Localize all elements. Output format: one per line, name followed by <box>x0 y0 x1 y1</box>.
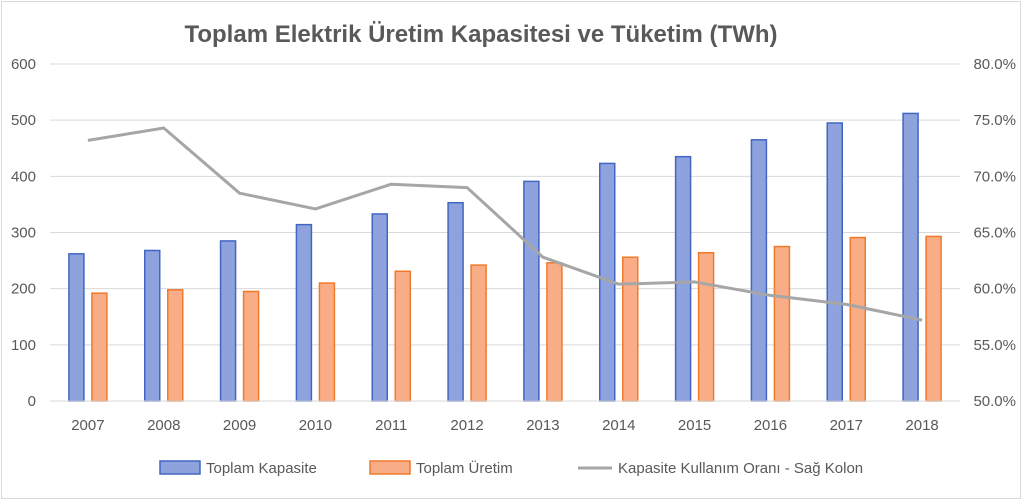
y-right-tick-label: 75.0% <box>973 112 1016 129</box>
x-tick-label: 2014 <box>602 417 635 434</box>
x-tick-label: 2011 <box>375 417 407 434</box>
y-left-tick-label: 400 <box>11 168 36 185</box>
y-right-tick-label: 70.0% <box>973 168 1016 185</box>
legend-label: Kapasite Kullanım Oranı - Sağ Kolon <box>618 460 863 477</box>
bar-toplam-kapasite <box>826 122 843 402</box>
bar-toplam-uretim <box>91 292 108 402</box>
bars <box>68 112 942 402</box>
bar-toplam-kapasite <box>144 249 161 402</box>
legend: Toplam Kapasite Toplam Üretim Kapasite Kul… <box>159 459 863 477</box>
gridlines <box>50 63 960 346</box>
bar-toplam-uretim <box>318 282 336 402</box>
y-left-tick-label: 300 <box>11 225 36 242</box>
chart-title: Toplam Elektrik Üretim Kapasitesi ve Tük… <box>184 21 777 48</box>
x-tick-label: 2017 <box>830 417 863 434</box>
bar-toplam-kapasite <box>523 180 540 402</box>
x-tick-label: 2010 <box>299 417 332 434</box>
bar-toplam-uretim <box>622 256 639 402</box>
y-left-tick-label: 100 <box>11 337 36 354</box>
legend-swatch <box>369 460 411 475</box>
x-tick-label: 2009 <box>223 417 256 434</box>
bar-toplam-kapasite <box>750 139 768 402</box>
bar-toplam-kapasite <box>674 155 692 402</box>
bar-toplam-uretim <box>242 290 260 402</box>
bar-toplam-kapasite <box>902 112 919 402</box>
bar-toplam-uretim <box>925 235 942 402</box>
bar-toplam-kapasite <box>68 253 85 402</box>
line-series <box>87 126 923 322</box>
x-tick-label: 2012 <box>450 417 483 434</box>
bar-toplam-uretim <box>470 264 487 402</box>
line-kapasite-kullanim-orani <box>87 126 923 322</box>
bar-toplam-uretim <box>546 262 563 402</box>
y-right-tick-label: 50.0% <box>973 393 1016 410</box>
legend-swatch <box>159 460 201 475</box>
legend-label: Toplam Üretim <box>416 459 513 477</box>
y-right-tick-label: 65.0% <box>973 225 1016 242</box>
x-tick-label: 2015 <box>678 417 711 434</box>
y-right-tick-label: 80.0% <box>973 56 1016 73</box>
x-tick-label: 2016 <box>754 417 787 434</box>
y-left-tick-label: 500 <box>11 112 36 129</box>
bar-toplam-uretim <box>849 236 866 402</box>
bar-toplam-uretim <box>773 245 791 402</box>
x-tick-label: 2007 <box>71 417 104 434</box>
y-left-tick-label: 200 <box>11 281 36 298</box>
bar-toplam-kapasite <box>219 240 237 402</box>
x-tick-label: 2018 <box>905 417 938 434</box>
y-left-tick-label: 600 <box>11 56 36 73</box>
bar-toplam-kapasite <box>295 223 313 402</box>
x-tick-label: 2008 <box>147 417 180 434</box>
x-tick-label: 2013 <box>526 417 559 434</box>
bar-toplam-kapasite <box>371 213 388 402</box>
y-right-tick-label: 60.0% <box>973 281 1016 298</box>
y-left-tick-label: 0 <box>28 393 36 410</box>
bar-toplam-uretim <box>394 270 411 402</box>
bar-toplam-uretim <box>697 251 715 402</box>
bar-toplam-kapasite <box>447 201 464 402</box>
y-right-tick-label: 55.0% <box>973 337 1016 354</box>
legend-label: Toplam Kapasite <box>206 460 317 477</box>
axes: 0 100 200 300 400 500 600 50.0% 55.0% 60.0% 65.0% 7… <box>11 56 1016 434</box>
bar-toplam-uretim <box>167 289 184 402</box>
